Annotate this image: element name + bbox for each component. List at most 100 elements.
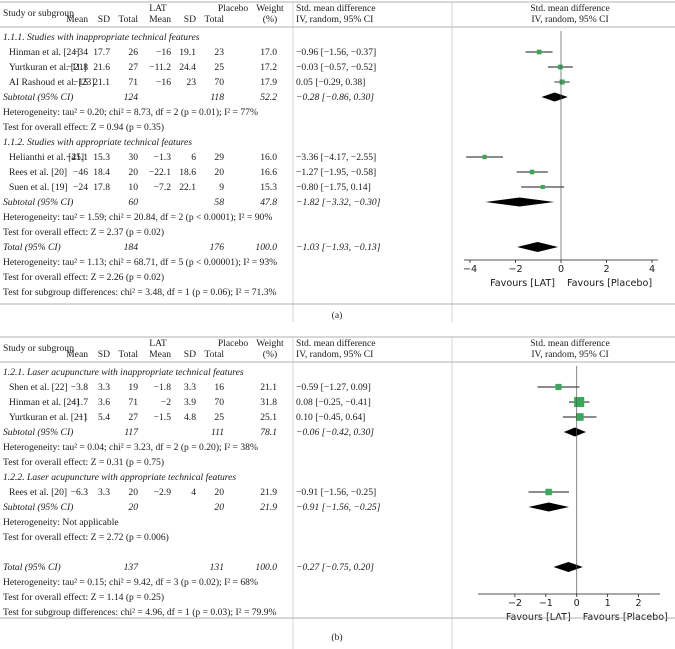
x-tick-label: 2 [603,264,609,275]
lat-sd: 21.1 [93,77,110,88]
header-mean-1: Mean [66,14,88,25]
weight-value: 21.1 [260,382,277,393]
summary-text: Test for overall effect: Z = 1.14 (p = 0… [3,592,164,603]
lat-sd: 21.6 [93,62,110,73]
lat-sd: 3.6 [98,397,110,408]
study-name: Rees et al. [20] [9,167,67,178]
lat-sd: 5.4 [98,412,110,423]
x-tick-label: 4 [649,264,655,275]
ci-value: −0.27 [−0.75, 0.20] [296,562,374,573]
placebo-mean: −11.2 [149,62,171,73]
header-group1: LAT [149,3,167,14]
lat-mean: −1.7 [71,397,89,408]
lat-sd: 18.4 [93,167,110,178]
placebo-total: 20 [214,167,224,178]
ci-value: −0.80 [−1.75, 0.14] [296,182,371,193]
subtotal-label: Subtotal (95% CI) [3,197,73,208]
weight-value: 16.6 [260,167,277,178]
subgroup-heading: 1.1.1. Studies with inappropriate techni… [3,32,200,43]
placebo-total: 118 [210,92,224,103]
placebo-total: 70 [214,397,224,408]
placebo-mean: −2 [161,397,171,408]
total-diamond [553,562,583,572]
study-name: Shen et al. [22] [9,382,68,393]
summary-text: Test for overall effect: Z = 0.94 (p = 0… [3,122,164,133]
ci-value: 0.08 [−0.25, −0.41] [296,397,371,408]
header-ci-2: IV, random, 95% CI [296,14,373,25]
study-name: Rees et al. [20] [9,487,67,498]
ci-value: −1.82 [−3.32, −0.30] [296,197,381,208]
panel-b: Study or subgroup LAT Placebo Mean SD Total Me… [0,336,675,649]
weight-value: 31.8 [260,397,277,408]
ci-value: −0.91 [−1.56, −0.25] [296,487,376,498]
total-diamond [517,242,559,252]
panel-a: Study or subgroup LAT Placebo Mean SD Total Me… [0,1,675,322]
ci-value: −0.03 [−0.57, −0.52] [296,62,376,73]
ci-value: −0.06 [−0.42, 0.30] [296,427,374,438]
summary-text: Heterogeneity: tau² = 1.59; chi² = 20.84… [3,212,272,223]
header-weight-unit: (%) [263,14,277,25]
lat-total: 60 [128,197,138,208]
placebo-total: 111 [211,427,224,438]
placebo-total: 20 [214,487,224,498]
placebo-sd: 18.6 [179,167,196,178]
lat-total: 26 [128,47,138,58]
weight-value: 100.0 [255,562,277,573]
placebo-mean: −1.3 [154,152,172,163]
study-name: Yurtkuran et al. [21] [9,412,87,423]
placebo-mean: −1.5 [154,412,172,423]
x-tick-label: −2 [508,598,522,609]
weight-value: 21.9 [260,502,277,513]
lat-sd: 15.3 [93,152,110,163]
placebo-total: 25 [214,62,224,73]
placebo-sd: 4.8 [184,412,196,423]
placebo-mean: −22.1 [149,167,171,178]
header-total-2: Total [204,14,224,25]
subtotal-label: Subtotal (95% CI) [3,92,73,103]
lat-mean: −46 [73,167,88,178]
effect-marker [559,79,565,85]
favours-left-label: Favours [LAT] [490,278,555,289]
lat-total: 19 [128,382,138,393]
subtotal-label: Subtotal (95% CI) [3,502,73,513]
summary-text: Test for subgroup differences: chi² = 4.… [3,607,277,618]
weight-value: 17.9 [260,77,277,88]
placebo-mean: −16 [156,77,171,88]
placebo-total: 20 [214,502,224,513]
study-name: Hinman et al. [24] [9,397,79,408]
weight-value: 21.9 [260,487,277,498]
header-plot-1: Std. mean difference [530,3,609,14]
summary-text: Test for overall effect: Z = 2.26 (p = 0… [3,272,164,283]
subtotal-diamond [541,92,568,102]
placebo-sd: 6 [191,152,196,163]
header-sd-1: SD [98,14,110,25]
effect-marker [545,488,552,496]
panel-label: (a) [332,310,343,321]
lat-total: 20 [128,502,138,513]
subgroup-heading: 1.1.2. Studies with appropriate technica… [3,137,192,148]
lat-mean: −3.8 [71,382,89,393]
header-total-2: Total [204,349,224,360]
header-group2: Placebo [218,338,249,349]
lat-total: 71 [128,77,138,88]
favours-left-label: Favours [LAT] [506,612,571,623]
header-total-1: Total [118,14,138,25]
x-tick-label: −1 [539,598,553,609]
placebo-sd: 22.1 [179,182,196,193]
weight-value: 47.8 [260,197,277,208]
header-ci-1: Std. mean difference [296,338,375,349]
lat-total: 30 [128,152,138,163]
effect-marker [529,169,535,175]
lat-sd: 17.8 [93,182,110,193]
placebo-mean: −16 [156,47,171,58]
study-name: Helianthi et al. [25] [9,152,84,163]
ci-value: 0.05 [−0.29, 0.38] [296,77,365,88]
placebo-mean: −7.2 [154,182,172,193]
subtotal-diamond [563,427,586,437]
effect-marker [540,184,545,190]
lat-total: 10 [128,182,138,193]
effect-marker [482,154,487,160]
lat-total: 27 [128,412,138,423]
weight-value: 16.0 [260,152,277,163]
